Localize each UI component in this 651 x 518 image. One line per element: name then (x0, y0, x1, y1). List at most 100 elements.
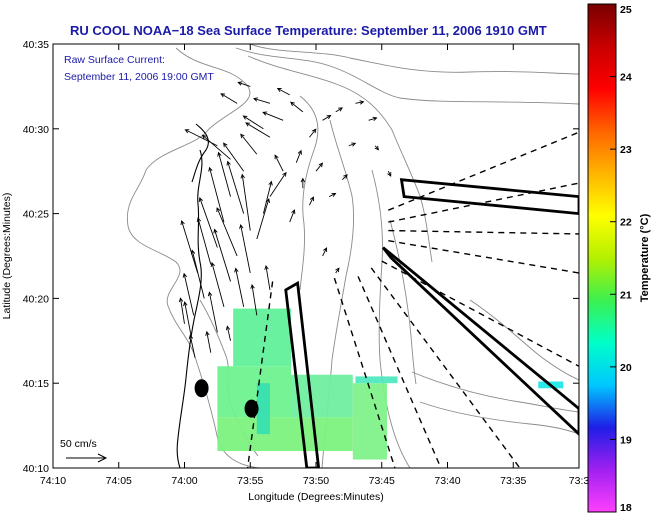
current-vector-shaft (262, 181, 272, 214)
current-vector (226, 160, 245, 214)
current-vector-head (253, 97, 258, 102)
current-vector (295, 149, 302, 163)
sst-patch (233, 308, 292, 367)
current-vector-shaft (211, 262, 225, 307)
current-vector-shaft (348, 142, 356, 147)
fan-line (388, 229, 579, 235)
current-vector (183, 301, 192, 336)
current-vector-shaft (206, 331, 212, 353)
current-vector (335, 267, 340, 274)
x-axis-label: Longitude (Degrees:Minutes) (248, 491, 383, 503)
colorbar-ticks: 18 19 20 21 22 23 24 25 (610, 3, 632, 514)
current-vector-shaft (227, 161, 245, 214)
y-tick-label: 40:35 (23, 39, 49, 51)
current-vector-shaft (355, 101, 364, 104)
colorbar-tick-label: 20 (620, 362, 632, 374)
current-vector-shaft (290, 101, 304, 113)
current-vector-head (182, 272, 188, 278)
current-vector-head (217, 151, 222, 157)
current-vector-head (374, 145, 379, 151)
current-vector-head (234, 267, 239, 273)
colorbar: 18 19 20 21 22 23 24 25 Temperature (°C) (587, 3, 651, 514)
current-vector-head (245, 122, 250, 127)
current-vector-shaft (243, 115, 264, 130)
current-vector-shaft (269, 172, 287, 197)
y-tick-label: 40:10 (23, 463, 49, 475)
current-vector-head (276, 88, 282, 93)
current-vector (216, 207, 238, 257)
current-vector-head (387, 171, 392, 177)
x-tick-label: 73:50 (303, 475, 329, 487)
current-vector-shaft (335, 107, 343, 113)
current-vector-head (198, 196, 203, 202)
current-vector-shaft (309, 128, 317, 138)
current-vector (355, 100, 365, 105)
current-vector (242, 115, 264, 130)
current-vector (205, 330, 212, 353)
x-tick-label: 74:00 (171, 475, 197, 487)
y-tick-label: 40:30 (23, 124, 49, 136)
y-axis-ticks: 40:10 40:15 40:20 40:25 40:30 40:35 (23, 39, 579, 475)
current-vector-shaft (235, 268, 245, 307)
current-vector-shaft (289, 209, 295, 223)
current-vector (368, 116, 378, 122)
current-vector-head (239, 223, 244, 229)
y-axis-label: Latitude (Degrees:Minutes) (1, 193, 13, 320)
current-vector-head (290, 101, 295, 107)
current-vector-head (311, 128, 317, 134)
current-vector-head (297, 149, 302, 155)
current-vector (208, 166, 225, 223)
inset-line-1: Raw Surface Current: (64, 54, 165, 66)
colorbar-tick-label: 18 (620, 502, 632, 514)
map-title: RU COOL NOAA−18 Sea Surface Temperature:… (70, 23, 547, 38)
current-vector-head (210, 261, 215, 267)
current-vector (300, 177, 306, 189)
colorbar-tick-label: 19 (620, 434, 632, 446)
current-vector (196, 217, 212, 265)
current-vector (245, 122, 271, 138)
current-vector (234, 267, 245, 307)
current-vector-shaft (277, 88, 290, 96)
exclusion-box (381, 246, 579, 436)
fan-line (370, 267, 521, 468)
current-vector-shaft (216, 207, 238, 257)
exclusion-box (399, 178, 579, 216)
current-vector (262, 111, 284, 121)
current-vector-shaft (240, 224, 251, 274)
current-vector-shaft (220, 93, 238, 104)
current-vector (178, 297, 185, 324)
current-vector-head (184, 129, 190, 134)
bathymetry-contour (469, 299, 579, 381)
current-vector-shaft (265, 265, 271, 290)
current-vector-shaft (197, 217, 212, 265)
coast-line-hook (191, 123, 209, 183)
current-vector-head (282, 171, 287, 177)
colorbar-tick-label: 21 (620, 289, 632, 301)
y-tick-label: 40:15 (23, 378, 49, 390)
current-vector-shaft (315, 162, 323, 172)
current-vector (264, 264, 271, 290)
current-vector (290, 101, 304, 113)
x-tick-label: 73:55 (237, 475, 263, 487)
colorbar-tick-label: 24 (620, 72, 632, 84)
plot-area (52, 43, 580, 469)
current-vector-shaft (202, 134, 231, 160)
current-vector-head (188, 334, 194, 340)
current-vector-shaft (368, 117, 377, 121)
current-vector-head (205, 330, 210, 336)
current-vector-head (240, 133, 245, 139)
colorbar-tick-label: 23 (620, 144, 632, 156)
current-vector (188, 334, 196, 358)
current-vector-shaft (238, 81, 251, 87)
current-vector-head (226, 160, 231, 166)
current-vector-shaft (191, 250, 205, 299)
current-vector-head (372, 116, 378, 122)
current-vector (341, 174, 348, 180)
x-tick-label: 73:40 (434, 475, 460, 487)
sst-patch (352, 383, 388, 460)
current-vector (348, 142, 357, 147)
current-vector-head (291, 209, 296, 215)
current-vector-shaft (209, 167, 225, 223)
current-vector (225, 325, 231, 341)
